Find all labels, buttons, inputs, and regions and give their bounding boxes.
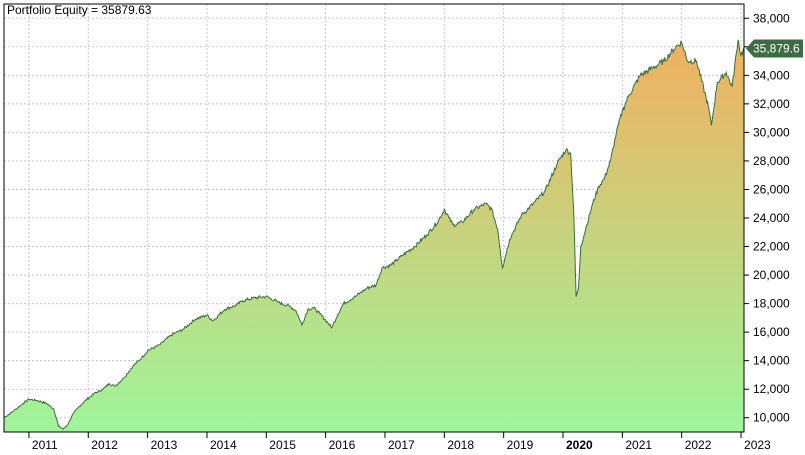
y-tick-label: 22,000 <box>753 240 790 254</box>
x-tick-label: 2014 <box>210 438 237 452</box>
last-value-marker: 35,879.6 <box>746 39 803 58</box>
y-tick-label: 34,000 <box>753 68 790 82</box>
y-tick-label: 32,000 <box>753 97 790 111</box>
equity-area-fill <box>4 39 744 432</box>
y-tick-label: 30,000 <box>753 125 790 139</box>
chart-title: Portfolio Equity = 35879.63 <box>7 3 152 17</box>
x-tick-label: 2011 <box>32 438 58 452</box>
y-tick-label: 12,000 <box>753 382 790 396</box>
x-axis: 2011 2012 2013 2014 2015 2016 2017 2018 2019 2020… <box>28 432 771 452</box>
x-tick-label: 2013 <box>151 438 178 452</box>
y-tick-label: 10,000 <box>753 411 790 425</box>
y-tick-label: 38,000 <box>753 11 790 25</box>
y-tick-label: 28,000 <box>753 154 790 168</box>
x-tick-label: 2022 <box>685 438 712 452</box>
y-tick-label: 16,000 <box>753 325 790 339</box>
equity-line <box>3 39 745 430</box>
last-value-flag <box>746 39 803 58</box>
y-tick-label: 18,000 <box>753 297 790 311</box>
x-tick-label: 2023 <box>744 438 771 452</box>
x-tick-label: 2012 <box>91 438 118 452</box>
x-tick-label: 2019 <box>507 438 534 452</box>
last-value-label: 35,879.6 <box>753 42 800 56</box>
x-tick-label: 2016 <box>329 438 356 452</box>
x-tick-label: 2020 <box>566 438 593 452</box>
x-tick-label: 2017 <box>388 438 415 452</box>
x-tick-label: 2021 <box>625 438 652 452</box>
y-axis: 10,000 12,000 14,000 16,000 18,000 20,000 22,0… <box>744 11 790 425</box>
y-tick-label: 20,000 <box>753 268 790 282</box>
x-tick-label: 2015 <box>269 438 296 452</box>
y-tick-label: 14,000 <box>753 354 790 368</box>
y-tick-label: 26,000 <box>753 182 790 196</box>
y-tick-label: 24,000 <box>753 211 790 225</box>
x-tick-label: 2018 <box>447 438 474 452</box>
